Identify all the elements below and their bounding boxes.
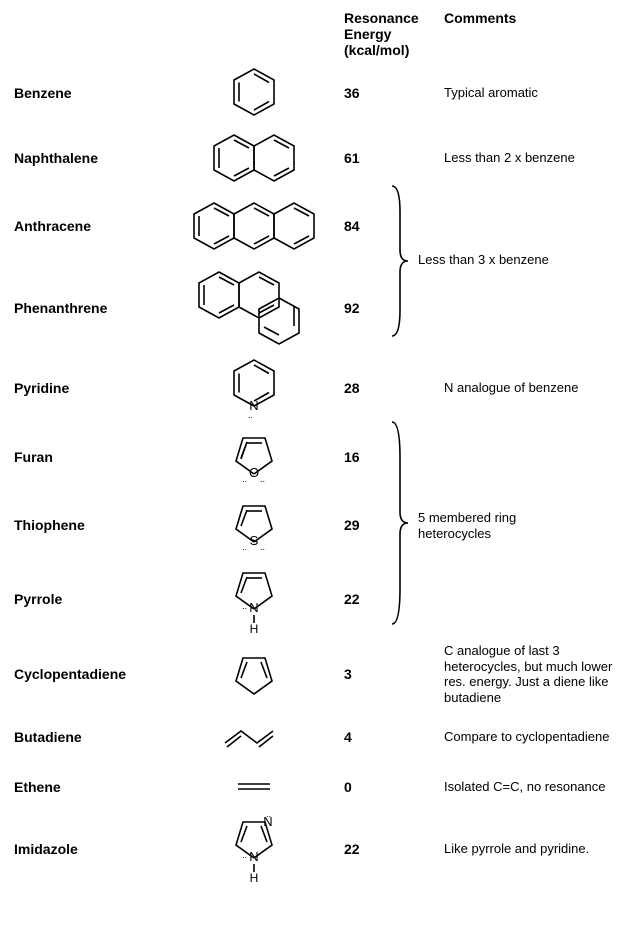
compound-structure — [184, 131, 324, 185]
energy-value: 3 — [324, 666, 434, 682]
compound-structure — [184, 648, 324, 700]
comment-text: Typical aromatic — [434, 85, 623, 101]
resonance-energy-table: Resonance Energy (kcal/mol) Comments Ben… — [0, 0, 637, 936]
compound-structure — [184, 65, 324, 121]
svg-text:S: S — [250, 533, 259, 548]
table-header-row: Resonance Energy (kcal/mol) Comments — [14, 10, 623, 58]
compound-name: Ethene — [14, 779, 184, 795]
compound-structure — [184, 199, 324, 253]
brace-label: 5 membered ring heterocycles — [418, 510, 588, 541]
compound-name: Imidazole — [14, 841, 184, 857]
compound-structure — [184, 268, 324, 348]
grouping-brace — [388, 182, 410, 340]
brace-label: Less than 3 x benzene — [418, 252, 549, 268]
compound-structure: N .. N .. H — [184, 812, 324, 886]
header-comments: Comments — [434, 10, 623, 58]
anthracene-structure — [190, 199, 318, 253]
compound-name: Thiophene — [14, 517, 184, 533]
table-row: Naphthalene 61 Less than 2 x benzene — [14, 128, 623, 188]
comment-text: Isolated C=C, no resonance — [434, 779, 623, 795]
table-row: Pyridine N .. 28 N analogue of benzene — [14, 353, 623, 423]
compound-structure: S .... — [184, 496, 324, 554]
pyridine-structure: N .. — [228, 356, 280, 420]
ethene-structure — [232, 780, 276, 794]
compound-name: Pyridine — [14, 380, 184, 396]
energy-value: 92 — [324, 300, 434, 316]
energy-value: 28 — [324, 380, 434, 396]
svg-text:..: .. — [266, 812, 271, 819]
phenanthrene-structure — [195, 268, 313, 348]
comment-text: Like pyrrole and pyridine. — [434, 841, 623, 857]
svg-text:..: .. — [242, 542, 247, 552]
energy-value: 61 — [324, 150, 434, 166]
table-row: Phenanthrene 92 — [14, 263, 623, 353]
table-row: Benzene 36 Typical aromatic — [14, 58, 623, 128]
butadiene-structure — [219, 723, 289, 751]
table-row: Furan O .... 16 — [14, 423, 623, 491]
table-row: Imidazole N .. N .. H 22 Like pyrrole an… — [14, 809, 623, 889]
compound-structure — [184, 723, 324, 751]
compound-structure: N .. H — [184, 563, 324, 635]
svg-text:N: N — [249, 849, 258, 864]
svg-text:..: .. — [260, 542, 265, 552]
comment-text: Compare to cyclopentadiene — [434, 729, 623, 745]
imidazole-structure: N .. N .. H — [226, 812, 282, 886]
svg-text:..: .. — [260, 474, 265, 484]
svg-text:..: .. — [242, 850, 247, 860]
benzene-structure — [228, 65, 280, 121]
compound-name: Cyclopentadiene — [14, 666, 184, 682]
compound-name: Anthracene — [14, 218, 184, 234]
table-row: Ethene 0 Isolated C=C, no resonance — [14, 764, 623, 809]
svg-text:O: O — [249, 465, 259, 480]
pyrrole-structure: N .. H — [226, 563, 282, 635]
compound-name: Benzene — [14, 85, 184, 101]
energy-value: 4 — [324, 729, 434, 745]
header-name-spacer — [14, 10, 184, 58]
compound-structure: O .... — [184, 428, 324, 486]
furan-structure: O .... — [226, 428, 282, 486]
energy-value: 84 — [324, 218, 434, 234]
svg-text:H: H — [250, 622, 259, 635]
svg-text:N: N — [249, 600, 258, 615]
compound-name: Pyrrole — [14, 591, 184, 607]
compound-name: Naphthalene — [14, 150, 184, 166]
compound-structure — [184, 780, 324, 794]
svg-text:..: .. — [242, 601, 247, 611]
compound-name: Butadiene — [14, 729, 184, 745]
header-energy: Resonance Energy (kcal/mol) — [324, 10, 434, 58]
energy-value: 0 — [324, 779, 434, 795]
naphthalene-structure — [209, 131, 299, 185]
energy-value: 22 — [324, 841, 434, 857]
svg-text:H: H — [250, 871, 259, 885]
table-row: Cyclopentadiene 3 C analogue of last 3 h… — [14, 639, 623, 709]
comment-text: C analogue of last 3 heterocycles, but m… — [434, 643, 623, 705]
energy-value: 16 — [324, 449, 434, 465]
energy-value: 36 — [324, 85, 434, 101]
table-row: Butadiene 4 Compare to cyclopentadiene — [14, 709, 623, 764]
cyclopentadiene-structure — [226, 648, 282, 700]
energy-value: 22 — [324, 591, 434, 607]
thiophene-structure: S .... — [226, 496, 282, 554]
header-struct-spacer — [184, 10, 324, 58]
compound-structure: N .. — [184, 356, 324, 420]
svg-text:..: .. — [242, 474, 247, 484]
grouping-brace — [388, 418, 410, 628]
svg-text:..: .. — [248, 410, 253, 420]
comment-text: Less than 2 x benzene — [434, 150, 623, 166]
table-row: Pyrrole N .. H 22 — [14, 559, 623, 639]
comment-text: N analogue of benzene — [434, 380, 623, 396]
compound-name: Furan — [14, 449, 184, 465]
compound-name: Phenanthrene — [14, 300, 184, 316]
